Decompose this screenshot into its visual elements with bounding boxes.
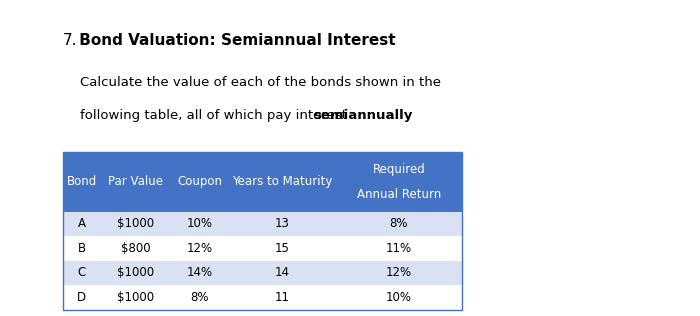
Text: Years to Maturity: Years to Maturity	[232, 175, 332, 188]
Text: C: C	[78, 266, 86, 279]
Text: 10%: 10%	[386, 291, 412, 304]
Text: 15: 15	[275, 242, 290, 255]
Bar	[170, 261, 229, 285]
Bar	[229, 236, 336, 261]
Text: D: D	[77, 291, 87, 304]
Text: 8%: 8%	[190, 291, 209, 304]
Bar	[63, 212, 101, 236]
Text: following table, all of which pay interest: following table, all of which pay intere…	[80, 109, 351, 122]
Text: Bond: Bond	[66, 175, 97, 188]
Bar	[63, 261, 101, 285]
Text: .: .	[391, 109, 395, 122]
Text: 7.: 7.	[63, 33, 78, 48]
Text: $1000: $1000	[117, 266, 154, 279]
Bar	[101, 152, 170, 212]
Bar	[229, 285, 336, 310]
Bar	[336, 285, 462, 310]
Text: 10%: 10%	[186, 217, 213, 230]
Text: semiannually: semiannually	[314, 109, 413, 122]
Bar	[336, 261, 462, 285]
Text: 11: 11	[275, 291, 290, 304]
Bar	[229, 261, 336, 285]
Bar	[63, 285, 101, 310]
Text: $800: $800	[120, 242, 150, 255]
Text: $1000: $1000	[117, 217, 154, 230]
Bar	[336, 236, 462, 261]
Bar	[170, 212, 229, 236]
Text: Calculate the value of each of the bonds shown in the: Calculate the value of each of the bonds…	[80, 76, 442, 89]
Bar	[101, 212, 170, 236]
Bar	[170, 152, 229, 212]
Text: 11%: 11%	[386, 242, 412, 255]
Text: B: B	[78, 242, 86, 255]
Text: 12%: 12%	[186, 242, 213, 255]
Text: 13: 13	[275, 217, 290, 230]
Text: Annual Return: Annual Return	[357, 188, 441, 201]
Bar	[63, 152, 101, 212]
Text: Bond Valuation: Semiannual Interest: Bond Valuation: Semiannual Interest	[74, 33, 395, 48]
Text: Coupon: Coupon	[177, 175, 222, 188]
Text: $1000: $1000	[117, 291, 154, 304]
Text: A: A	[78, 217, 86, 230]
Text: 14%: 14%	[186, 266, 213, 279]
Bar	[229, 212, 336, 236]
Text: 14: 14	[275, 266, 290, 279]
Bar	[170, 285, 229, 310]
Bar	[170, 236, 229, 261]
Bar	[101, 236, 170, 261]
Bar	[229, 152, 336, 212]
Bar	[336, 212, 462, 236]
Bar	[101, 285, 170, 310]
Text: Par Value: Par Value	[108, 175, 163, 188]
Text: 8%: 8%	[390, 217, 408, 230]
Bar	[63, 236, 101, 261]
Text: Required: Required	[372, 163, 426, 176]
Text: 12%: 12%	[386, 266, 412, 279]
Bar	[336, 152, 462, 212]
Bar	[101, 261, 170, 285]
